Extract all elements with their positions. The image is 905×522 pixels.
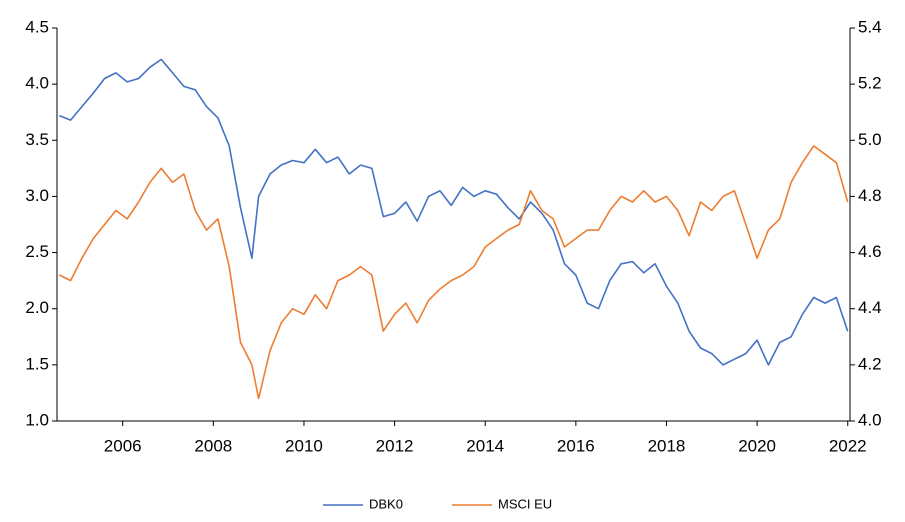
x-tick-label: 2010 [285, 436, 323, 455]
y2-tick-label: 4.2 [858, 354, 882, 373]
y2-tick-label: 5.2 [858, 74, 882, 93]
y-tick-label: 4.0 [25, 74, 49, 93]
x-tick-label: 2022 [829, 436, 867, 455]
x-tick-label: 2014 [466, 436, 504, 455]
y-tick-label: 3.5 [25, 130, 49, 149]
y-tick-label: 2.5 [25, 242, 49, 261]
x-tick-label: 2020 [738, 436, 776, 455]
x-tick-label: 2006 [104, 436, 142, 455]
y-tick-label: 3.0 [25, 186, 49, 205]
series-line [59, 58, 849, 366]
y2-tick-label: 5.4 [858, 17, 882, 36]
y-tick-label: 4.5 [25, 17, 49, 36]
y2-tick-label: 5.0 [858, 130, 882, 149]
y-tick-label: 1.0 [25, 410, 49, 429]
x-tick-label: 2018 [648, 436, 686, 455]
y2-tick-label: 4.6 [858, 242, 882, 261]
x-tick-label: 2008 [194, 436, 232, 455]
y2-tick-label: 4.0 [858, 410, 882, 429]
legend-label: MSCI EU [498, 496, 552, 511]
x-tick-label: 2012 [376, 436, 414, 455]
y-tick-label: 1.5 [25, 354, 49, 373]
y2-tick-label: 4.4 [858, 298, 882, 317]
legend-label: DBK0 [369, 496, 403, 511]
series-line [58, 145, 849, 400]
y2-tick-label: 4.8 [858, 186, 882, 205]
y-tick-label: 2.0 [25, 298, 49, 317]
x-tick-label: 2016 [557, 436, 595, 455]
